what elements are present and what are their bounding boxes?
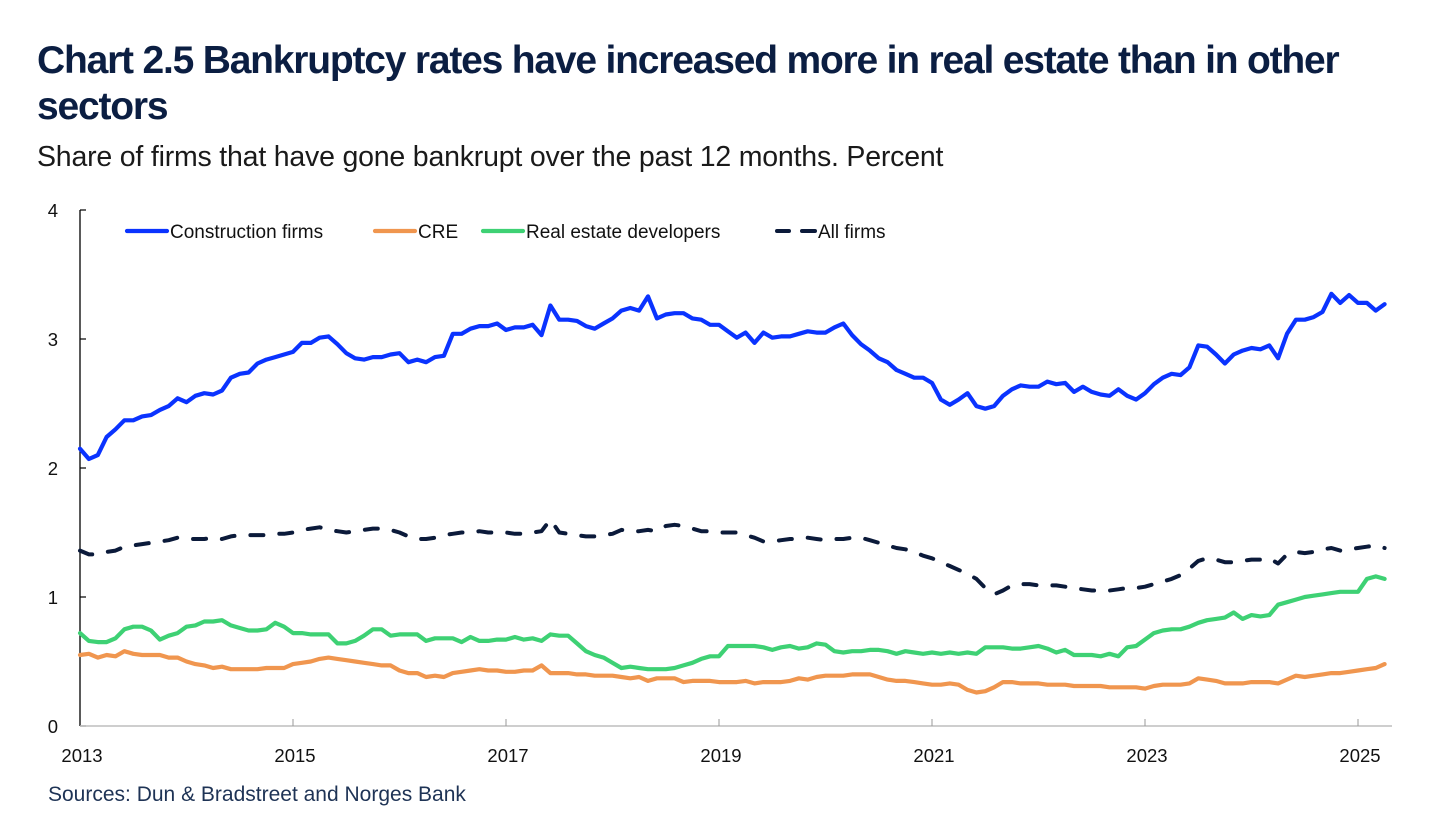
- series-layer: [77, 291, 1387, 695]
- series-line-real-estate-developers: [77, 574, 1387, 672]
- x-tick-label: 2021: [913, 745, 954, 766]
- legend-label: Real estate developers: [526, 222, 720, 243]
- y-tick-label: 0: [48, 716, 58, 737]
- x-tick-label: 2017: [487, 745, 528, 766]
- x-tick-label: 2025: [1339, 745, 1380, 766]
- chart-title: Chart 2.5 Bankruptcy rates have increase…: [37, 39, 1340, 128]
- legend-label: All firms: [818, 222, 886, 243]
- legend: Construction firms CRE Real estate develop…: [124, 222, 886, 243]
- legend-item: CRE: [372, 222, 458, 243]
- source-note: Sources: Dun & Bradstreet and Norges Ban…: [48, 783, 466, 806]
- legend-label: CRE: [418, 222, 458, 243]
- y-tick-label: 1: [48, 587, 58, 608]
- y-tick-label: 4: [48, 200, 58, 221]
- legend-item: All firms: [775, 222, 886, 243]
- series-line-construction-firms: [77, 291, 1387, 462]
- x-axis: 2013 2015 2017 2019 2021 2023 2025: [61, 719, 1392, 766]
- x-tick-label: 2023: [1126, 745, 1167, 766]
- y-axis: 0 1 2 3 4: [48, 200, 86, 737]
- legend-label: Construction firms: [170, 222, 323, 243]
- series-line-all-firms: [78, 517, 1387, 597]
- x-tick-label: 2019: [700, 745, 741, 766]
- legend-item: Real estate developers: [480, 222, 720, 243]
- chart-subtitle: Share of firms that have gone bankrupt o…: [37, 141, 944, 173]
- x-tick-label: 2015: [274, 745, 315, 766]
- y-tick-label: 3: [48, 329, 58, 350]
- y-tick-label: 2: [48, 458, 58, 479]
- series-line-cre: [77, 649, 1387, 695]
- legend-item: Construction firms: [124, 222, 323, 243]
- x-tick-label: 2013: [61, 745, 102, 766]
